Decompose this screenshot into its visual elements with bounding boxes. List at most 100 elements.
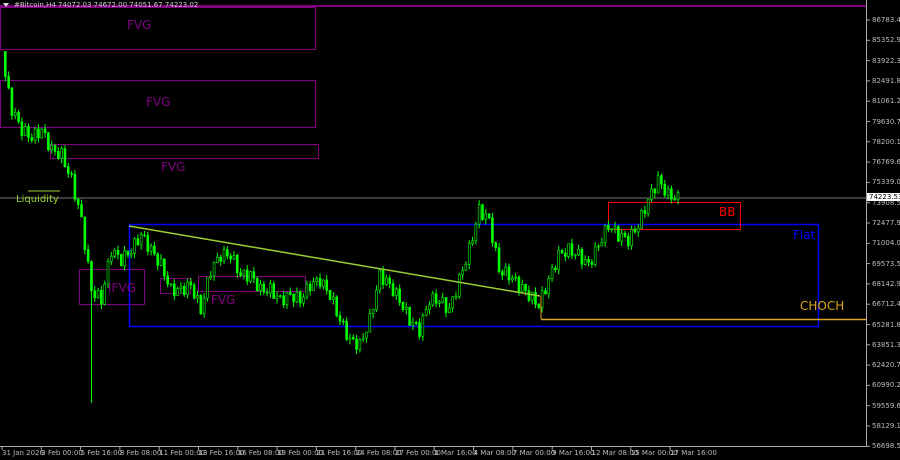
candle-body bbox=[385, 277, 388, 285]
candle-body bbox=[395, 288, 398, 296]
candle-body bbox=[146, 235, 150, 252]
candle-body bbox=[573, 254, 577, 257]
candle-body bbox=[219, 256, 223, 262]
candle-body bbox=[249, 271, 252, 282]
candle-body bbox=[27, 126, 30, 138]
candle-body bbox=[322, 279, 325, 287]
y-tick-label: 62420.75 bbox=[872, 361, 900, 370]
y-tick-label: 73908.50 bbox=[872, 198, 900, 207]
candle-body bbox=[153, 245, 156, 255]
ifvg-box bbox=[79, 269, 145, 305]
liquidity-label: Liquidity bbox=[16, 194, 59, 205]
candle-body bbox=[288, 292, 292, 295]
candle-body bbox=[43, 128, 47, 133]
candle-body bbox=[119, 254, 123, 267]
candle-body bbox=[63, 148, 67, 168]
candle-body bbox=[501, 271, 504, 276]
candle-body bbox=[414, 322, 418, 324]
candle-body bbox=[398, 288, 401, 303]
fvg-label-4: FVG bbox=[211, 293, 236, 307]
candle-body bbox=[212, 262, 216, 277]
candle-body bbox=[471, 240, 474, 244]
candle-body bbox=[312, 281, 315, 292]
candle-body bbox=[80, 204, 83, 218]
trendline[interactable] bbox=[128, 225, 541, 297]
fvg-label-1: FVG bbox=[127, 18, 152, 32]
candle-body bbox=[47, 132, 50, 151]
x-tick-label: 27 Feb 00:00 bbox=[395, 449, 441, 457]
candle-body bbox=[13, 112, 17, 116]
candle-body bbox=[53, 145, 57, 152]
candle-body bbox=[434, 293, 438, 304]
x-tick-label: 9 Mar 16:00 bbox=[552, 449, 595, 457]
candle-body bbox=[226, 249, 229, 257]
x-tick-label: 1 Mar 16:00 bbox=[434, 449, 477, 457]
fvg-box-3 bbox=[50, 144, 319, 159]
choch-label: CHOCH bbox=[800, 299, 845, 313]
candle-body bbox=[660, 175, 663, 185]
axis-ticks bbox=[1, 19, 870, 450]
x-tick-label: 21 Feb 16:00 bbox=[316, 449, 363, 457]
candle-body bbox=[646, 199, 650, 214]
candle-body bbox=[262, 283, 266, 293]
candle-body bbox=[176, 288, 179, 296]
candle-body bbox=[527, 290, 531, 301]
x-tick-label: 7 Mar 00:00 bbox=[512, 449, 556, 457]
candle-body bbox=[411, 322, 415, 326]
x-tick-label: 31 Jan 2026 bbox=[2, 449, 44, 457]
current-price-tag: 74223.53 bbox=[867, 193, 900, 201]
x-tick-label: 19 Feb 00:00 bbox=[277, 449, 324, 457]
candle-body bbox=[607, 224, 610, 230]
candle-body bbox=[335, 296, 338, 316]
y-tick-label: 85352.90 bbox=[872, 36, 900, 45]
candle-body bbox=[292, 293, 295, 303]
candle-body bbox=[530, 291, 534, 301]
candle-body bbox=[491, 217, 494, 243]
candle-body bbox=[557, 249, 561, 270]
candle-body bbox=[448, 307, 451, 313]
y-tick-label: 63851.30 bbox=[872, 340, 900, 349]
candle-body bbox=[547, 278, 551, 295]
candle-body bbox=[40, 128, 44, 139]
candle-body bbox=[424, 309, 428, 316]
flat-label: Flat bbox=[793, 228, 816, 242]
x-tick-label: 16 Feb 08:00 bbox=[237, 449, 284, 457]
x-tick-label: 17 Mar 16:00 bbox=[670, 449, 717, 457]
candle-body bbox=[361, 337, 365, 340]
y-tick-label: 58129.10 bbox=[872, 422, 900, 430]
candle-body bbox=[7, 76, 10, 89]
candle-body bbox=[255, 277, 259, 292]
candle-body bbox=[332, 296, 335, 300]
candle-body bbox=[633, 228, 637, 233]
x-tick-label: 12 Mar 08:00 bbox=[591, 449, 639, 457]
candle-body bbox=[371, 309, 375, 314]
candle-body bbox=[454, 295, 458, 298]
candle-body bbox=[534, 291, 537, 305]
dropdown-triangle-icon[interactable] bbox=[3, 3, 9, 7]
y-tick-label: 68142.95 bbox=[872, 279, 900, 288]
x-tick-label: 24 Feb 08:00 bbox=[355, 449, 402, 457]
x-tick-label: 15 Mar 00:00 bbox=[630, 449, 678, 457]
y-tick-label: 69573.50 bbox=[872, 259, 900, 268]
candle-body bbox=[653, 188, 657, 194]
candle-body bbox=[129, 253, 133, 256]
candle-body bbox=[613, 226, 617, 230]
candle-body bbox=[461, 270, 464, 276]
candle-body bbox=[196, 295, 199, 299]
y-tick-label: 81061.25 bbox=[872, 97, 900, 106]
candle-body bbox=[388, 277, 392, 284]
y-tick-label: 75339.05 bbox=[872, 178, 900, 187]
candle-body bbox=[302, 296, 305, 304]
fvg-box-2 bbox=[0, 80, 316, 128]
x-tick-label: 8 Feb 08:00 bbox=[119, 449, 162, 457]
flat-range-box bbox=[128, 223, 820, 328]
candle-body bbox=[209, 275, 213, 279]
candle-body bbox=[295, 291, 299, 303]
fvg-label-2: FVG bbox=[146, 95, 171, 109]
y-tick-label: 65281.85 bbox=[872, 320, 900, 329]
candle-body bbox=[630, 228, 633, 247]
candle-body bbox=[477, 204, 481, 225]
candle-body bbox=[70, 173, 73, 175]
